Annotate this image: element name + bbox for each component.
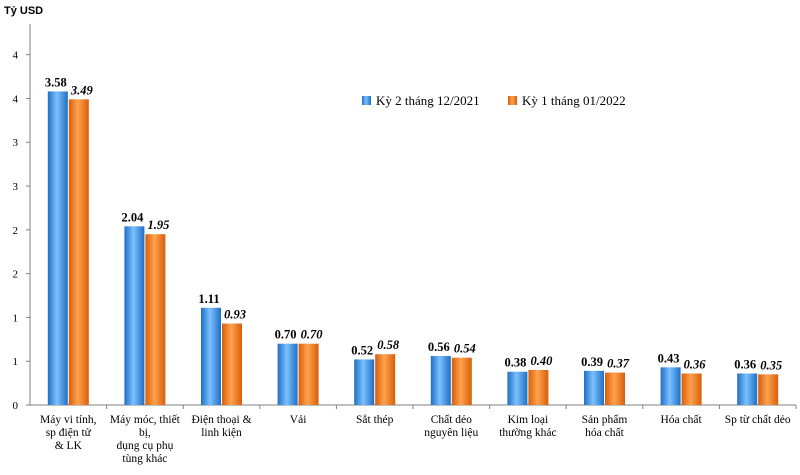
bar-series2 xyxy=(68,99,89,406)
data-label-series2: 0.36 xyxy=(684,357,707,371)
legend-label-series1: Kỳ 2 tháng 12/2021 xyxy=(376,93,480,108)
bar-series1 xyxy=(507,371,528,405)
legend-swatch-series1 xyxy=(362,96,371,105)
y-tick-label: 3 xyxy=(13,137,19,149)
data-labels: 3.583.49 2.041.95 1.11 0.93 0.70 0.70 0.52 0.58… xyxy=(45,75,782,372)
bar-series2 xyxy=(375,354,396,405)
bar-series2 xyxy=(451,357,472,405)
data-label-series2: 0.40 xyxy=(530,354,553,368)
data-label-series2: 0.37 xyxy=(607,357,630,371)
data-label-series2: 0.70 xyxy=(301,328,324,342)
y-axis-unit-label: Tỷ USD xyxy=(4,5,43,17)
data-label-series2: 0.35 xyxy=(760,358,782,372)
bar-series2 xyxy=(681,373,702,405)
axes: 0 1 1 2 2 3 3 4 4 Máy vi tính, sp điện tử & LK Máy m… xyxy=(13,24,797,465)
data-label-series2: 1.95 xyxy=(147,218,169,232)
legend: Kỳ 2 tháng 12/2021 Kỳ 1 tháng 01/2022 xyxy=(362,93,626,108)
x-category-label: Sắt thép xyxy=(356,413,394,426)
bar-series1 xyxy=(124,226,145,405)
data-label-series2: 0.58 xyxy=(377,338,400,352)
x-category-label: Sp từ chất dẻo xyxy=(725,413,791,426)
x-category-label: Vải xyxy=(290,414,307,426)
x-category-label: Kim loại thường khác xyxy=(499,414,556,439)
bar-series2 xyxy=(222,323,242,405)
bar-series1 xyxy=(277,343,298,405)
data-label-series1: 0.38 xyxy=(504,356,526,370)
bar-series2 xyxy=(605,372,625,405)
data-label-series1: 3.58 xyxy=(45,75,67,89)
y-tick-label: 3 xyxy=(13,181,19,193)
bar-series1 xyxy=(584,370,604,405)
data-label-series1: 1.11 xyxy=(198,292,219,306)
y-tick-label: 2 xyxy=(13,269,19,281)
bar-series1 xyxy=(201,307,221,405)
x-category-label: Máy vi tính, sp điện tử & LK xyxy=(40,414,97,452)
data-label-series1: 0.70 xyxy=(275,328,297,342)
bar-series2 xyxy=(528,369,549,405)
bar-series2 xyxy=(298,343,319,405)
x-category-label: Chất dẻo nguyên liệu xyxy=(424,413,478,439)
legend-label-series2: Kỳ 1 tháng 01/2022 xyxy=(522,93,626,108)
x-category-label: Hóa chất xyxy=(660,413,702,426)
y-tick-label: 0 xyxy=(13,400,19,412)
data-label-series2: 3.49 xyxy=(70,83,94,97)
bar-series1 xyxy=(47,91,68,405)
bar-series2 xyxy=(145,234,166,405)
data-label-series1: 0.39 xyxy=(581,355,603,369)
bars xyxy=(47,91,779,406)
data-label-series2: 0.54 xyxy=(454,342,476,356)
y-tick-label: 1 xyxy=(13,356,19,368)
x-category-label: Điện thoại & linh kiện xyxy=(191,414,251,439)
bar-series1 xyxy=(737,373,758,405)
y-tick-label: 4 xyxy=(13,93,19,105)
data-label-series1: 2.04 xyxy=(121,210,144,224)
y-tick-label: 2 xyxy=(13,225,19,237)
bar-series1 xyxy=(660,367,681,405)
data-label-series1: 0.52 xyxy=(351,343,373,357)
y-tick-label: 4 xyxy=(13,50,19,62)
data-label-series1: 0.56 xyxy=(428,340,450,354)
x-category-label: Máy móc, thiết bị, dụng cụ phụ tùng khác xyxy=(110,413,181,465)
x-category-label: Sản phẩm hóa chất xyxy=(582,413,628,439)
bar-series2 xyxy=(758,374,779,405)
data-label-series2: 0.93 xyxy=(224,308,246,322)
data-label-series1: 0.43 xyxy=(658,351,680,365)
y-tick-label: 1 xyxy=(13,312,19,324)
bar-series1 xyxy=(430,355,451,405)
bar-series1 xyxy=(354,359,375,405)
data-label-series1: 0.36 xyxy=(734,357,756,371)
legend-swatch-series2 xyxy=(508,96,517,105)
